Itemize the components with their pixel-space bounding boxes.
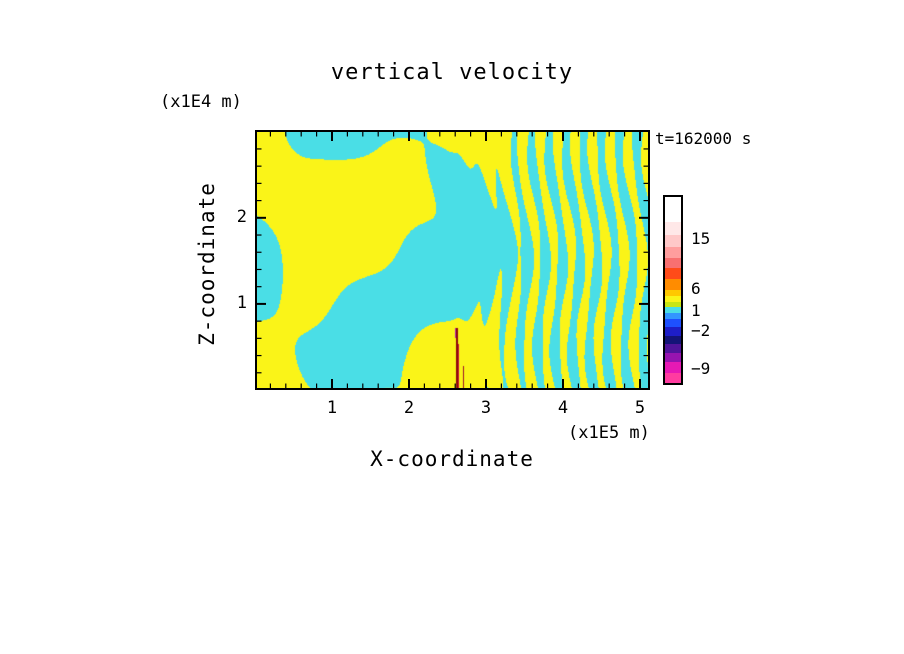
colorbar-segment [665, 336, 681, 344]
colorbar-segment [665, 235, 681, 247]
colorbar-tick-label: 15 [691, 229, 711, 248]
timestamp-annotation: t=162000 s [655, 129, 752, 148]
x-tick-label: 2 [403, 398, 415, 418]
plot-area [255, 130, 650, 390]
colorbar-segment [665, 306, 681, 313]
z-tick-label: 1 [236, 292, 247, 313]
z-axis-title: Z-coordinate [195, 182, 219, 346]
axes-frame [255, 130, 650, 390]
colorbar-segment [665, 246, 681, 258]
colorbar-segment [665, 295, 681, 302]
colorbar-segment [665, 319, 681, 328]
x-axis-units-label: (x1E5 m) [568, 423, 650, 443]
x-tick-label: 5 [634, 398, 646, 418]
z-tick-label: 2 [236, 206, 247, 227]
colorbar-segment [665, 257, 681, 269]
colorbar-segment [665, 352, 681, 363]
colorbar-segment [665, 279, 681, 290]
x-tick-label: 1 [326, 398, 338, 418]
colorbar-segment [665, 222, 681, 236]
x-axis-title: X-coordinate [370, 447, 534, 471]
colorbar-segment [665, 362, 681, 374]
colorbar-tick-label: −2 [691, 321, 711, 340]
colorbar-segment [665, 373, 681, 383]
colorbar-segment [665, 197, 681, 223]
colorbar [663, 195, 683, 385]
colorbar-tick-label: 1 [691, 301, 701, 320]
colorbar-segment [665, 268, 681, 280]
colorbar-tick-label: 6 [691, 279, 701, 298]
chart-title: vertical velocity [330, 60, 574, 85]
colorbar-tick-label: −9 [691, 359, 711, 378]
z-axis-units-label: (x1E4 m) [160, 92, 242, 112]
colorbar-segment [665, 301, 681, 307]
contour-field [255, 130, 650, 390]
colorbar-segment [665, 343, 681, 353]
colorbar-segment [665, 327, 681, 336]
colorbar-segment [665, 312, 681, 320]
x-tick-label: 3 [480, 398, 492, 418]
x-tick-label: 4 [557, 398, 569, 418]
colorbar-segment [665, 289, 681, 296]
